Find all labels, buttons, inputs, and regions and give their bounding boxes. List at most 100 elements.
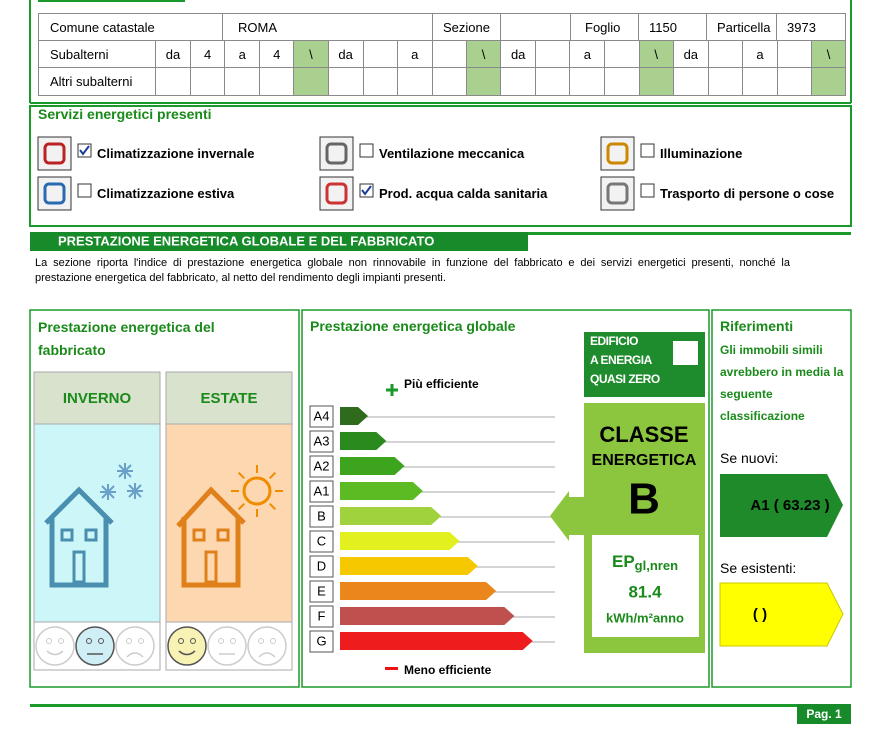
class-arrow [340, 432, 387, 450]
nzeb-checkbox [673, 341, 698, 365]
class-label: E [317, 583, 326, 598]
table-cell [639, 68, 674, 96]
face [167, 626, 207, 666]
table-cell [605, 68, 640, 96]
table-cell: a [225, 41, 261, 68]
ep-subscript: gl,nren [635, 558, 678, 573]
season-body [33, 423, 161, 623]
table-cell: Foglio [571, 14, 639, 41]
panel [29, 309, 300, 688]
class-arrow [340, 532, 460, 550]
table-cell [260, 68, 295, 96]
face-eye [58, 638, 64, 644]
nzeb-label: A ENERGIA [590, 353, 653, 367]
check-mark [79, 145, 90, 156]
class-box [309, 555, 334, 578]
table-cell [812, 68, 846, 96]
class-pointer [550, 491, 585, 541]
class-box [309, 630, 334, 653]
class-arrow [340, 632, 533, 650]
table-cell: a [743, 41, 778, 68]
table-cell [778, 68, 813, 96]
service-icon-frame [37, 136, 72, 171]
table-cell [156, 68, 191, 96]
nzeb-label: EDIFICIO [590, 334, 638, 348]
reference-arrow [720, 474, 843, 537]
class-box [309, 530, 334, 553]
riferimenti-title: Riferimenti [720, 318, 794, 334]
checkbox [359, 143, 374, 158]
house-icon [44, 486, 114, 588]
table-cell: ROMA [223, 14, 433, 41]
table-cell: \ [812, 41, 846, 68]
service-icon-frame [600, 136, 635, 171]
table-cell [467, 68, 502, 96]
ep-box [592, 535, 699, 637]
class-label: C [317, 533, 326, 548]
nzeb-label: QUASI ZERO [590, 372, 660, 386]
class-label: A4 [314, 408, 330, 423]
table-cell: Comune catastale [39, 14, 223, 41]
table-cell [708, 41, 743, 68]
classe-label: CLASSE [599, 422, 688, 447]
less-efficient: Meno efficiente [404, 663, 492, 677]
house-icon [176, 486, 246, 588]
service-icon [606, 142, 629, 165]
table-cell [501, 14, 571, 41]
snowflake [100, 484, 116, 500]
house-window [60, 528, 74, 542]
ep-label: EPgl,nren [612, 552, 678, 573]
nuovi-label: Se nuovi: [720, 450, 779, 466]
face-eye [138, 638, 144, 644]
checkbox [77, 183, 92, 198]
table-cell: \ [467, 41, 502, 68]
face [75, 626, 115, 666]
top-tab [38, 0, 185, 2]
sun-ray [237, 471, 245, 479]
table-cell: 1150 [639, 14, 707, 41]
face-eye [126, 638, 132, 644]
class-label: G [316, 633, 326, 648]
service-icon-frame [600, 176, 635, 211]
table-cell: da [328, 41, 364, 68]
sun-ray [237, 503, 245, 511]
page-number: Pag. 1 [806, 707, 842, 721]
table-cell: 4 [260, 41, 295, 68]
season-header [33, 371, 161, 425]
face [35, 626, 75, 666]
table-cell [432, 68, 467, 96]
table-cell: da [156, 41, 191, 68]
checkbox [640, 183, 655, 198]
fabbricato-title: Prestazione energetica del fabbricato [38, 319, 215, 358]
service-label: Climatizzazione estiva [97, 186, 235, 201]
class-label: A3 [314, 433, 330, 448]
table-cell: 3973 [777, 14, 846, 41]
panel [711, 309, 852, 688]
season-label: ESTATE [201, 390, 258, 407]
service-icon-frame [319, 136, 354, 171]
class-box [309, 605, 334, 628]
esistenti-label: Se esistenti: [720, 560, 797, 576]
class-box [309, 480, 334, 503]
table-cell: 4 [191, 41, 226, 68]
table-cell [363, 68, 398, 96]
table-cell [605, 41, 640, 68]
season-body [165, 423, 293, 623]
table-cell [191, 68, 226, 96]
face-mouth [178, 650, 196, 656]
table-cell [432, 41, 467, 68]
service-label: Ventilazione meccanica [379, 146, 525, 161]
service-label: Prod. acqua calda sanitaria [379, 186, 548, 201]
table-cell [536, 41, 571, 68]
check-mark [361, 185, 372, 196]
table-cell [673, 68, 709, 96]
table-cell: Particella [707, 14, 777, 41]
riferimenti-text: Gli immobili simili avrebbero in media l… [720, 343, 844, 423]
class-box [309, 505, 334, 528]
table-cell [397, 68, 433, 96]
house-window [192, 528, 206, 542]
class-arrow [340, 482, 423, 500]
face-mouth [126, 652, 144, 658]
